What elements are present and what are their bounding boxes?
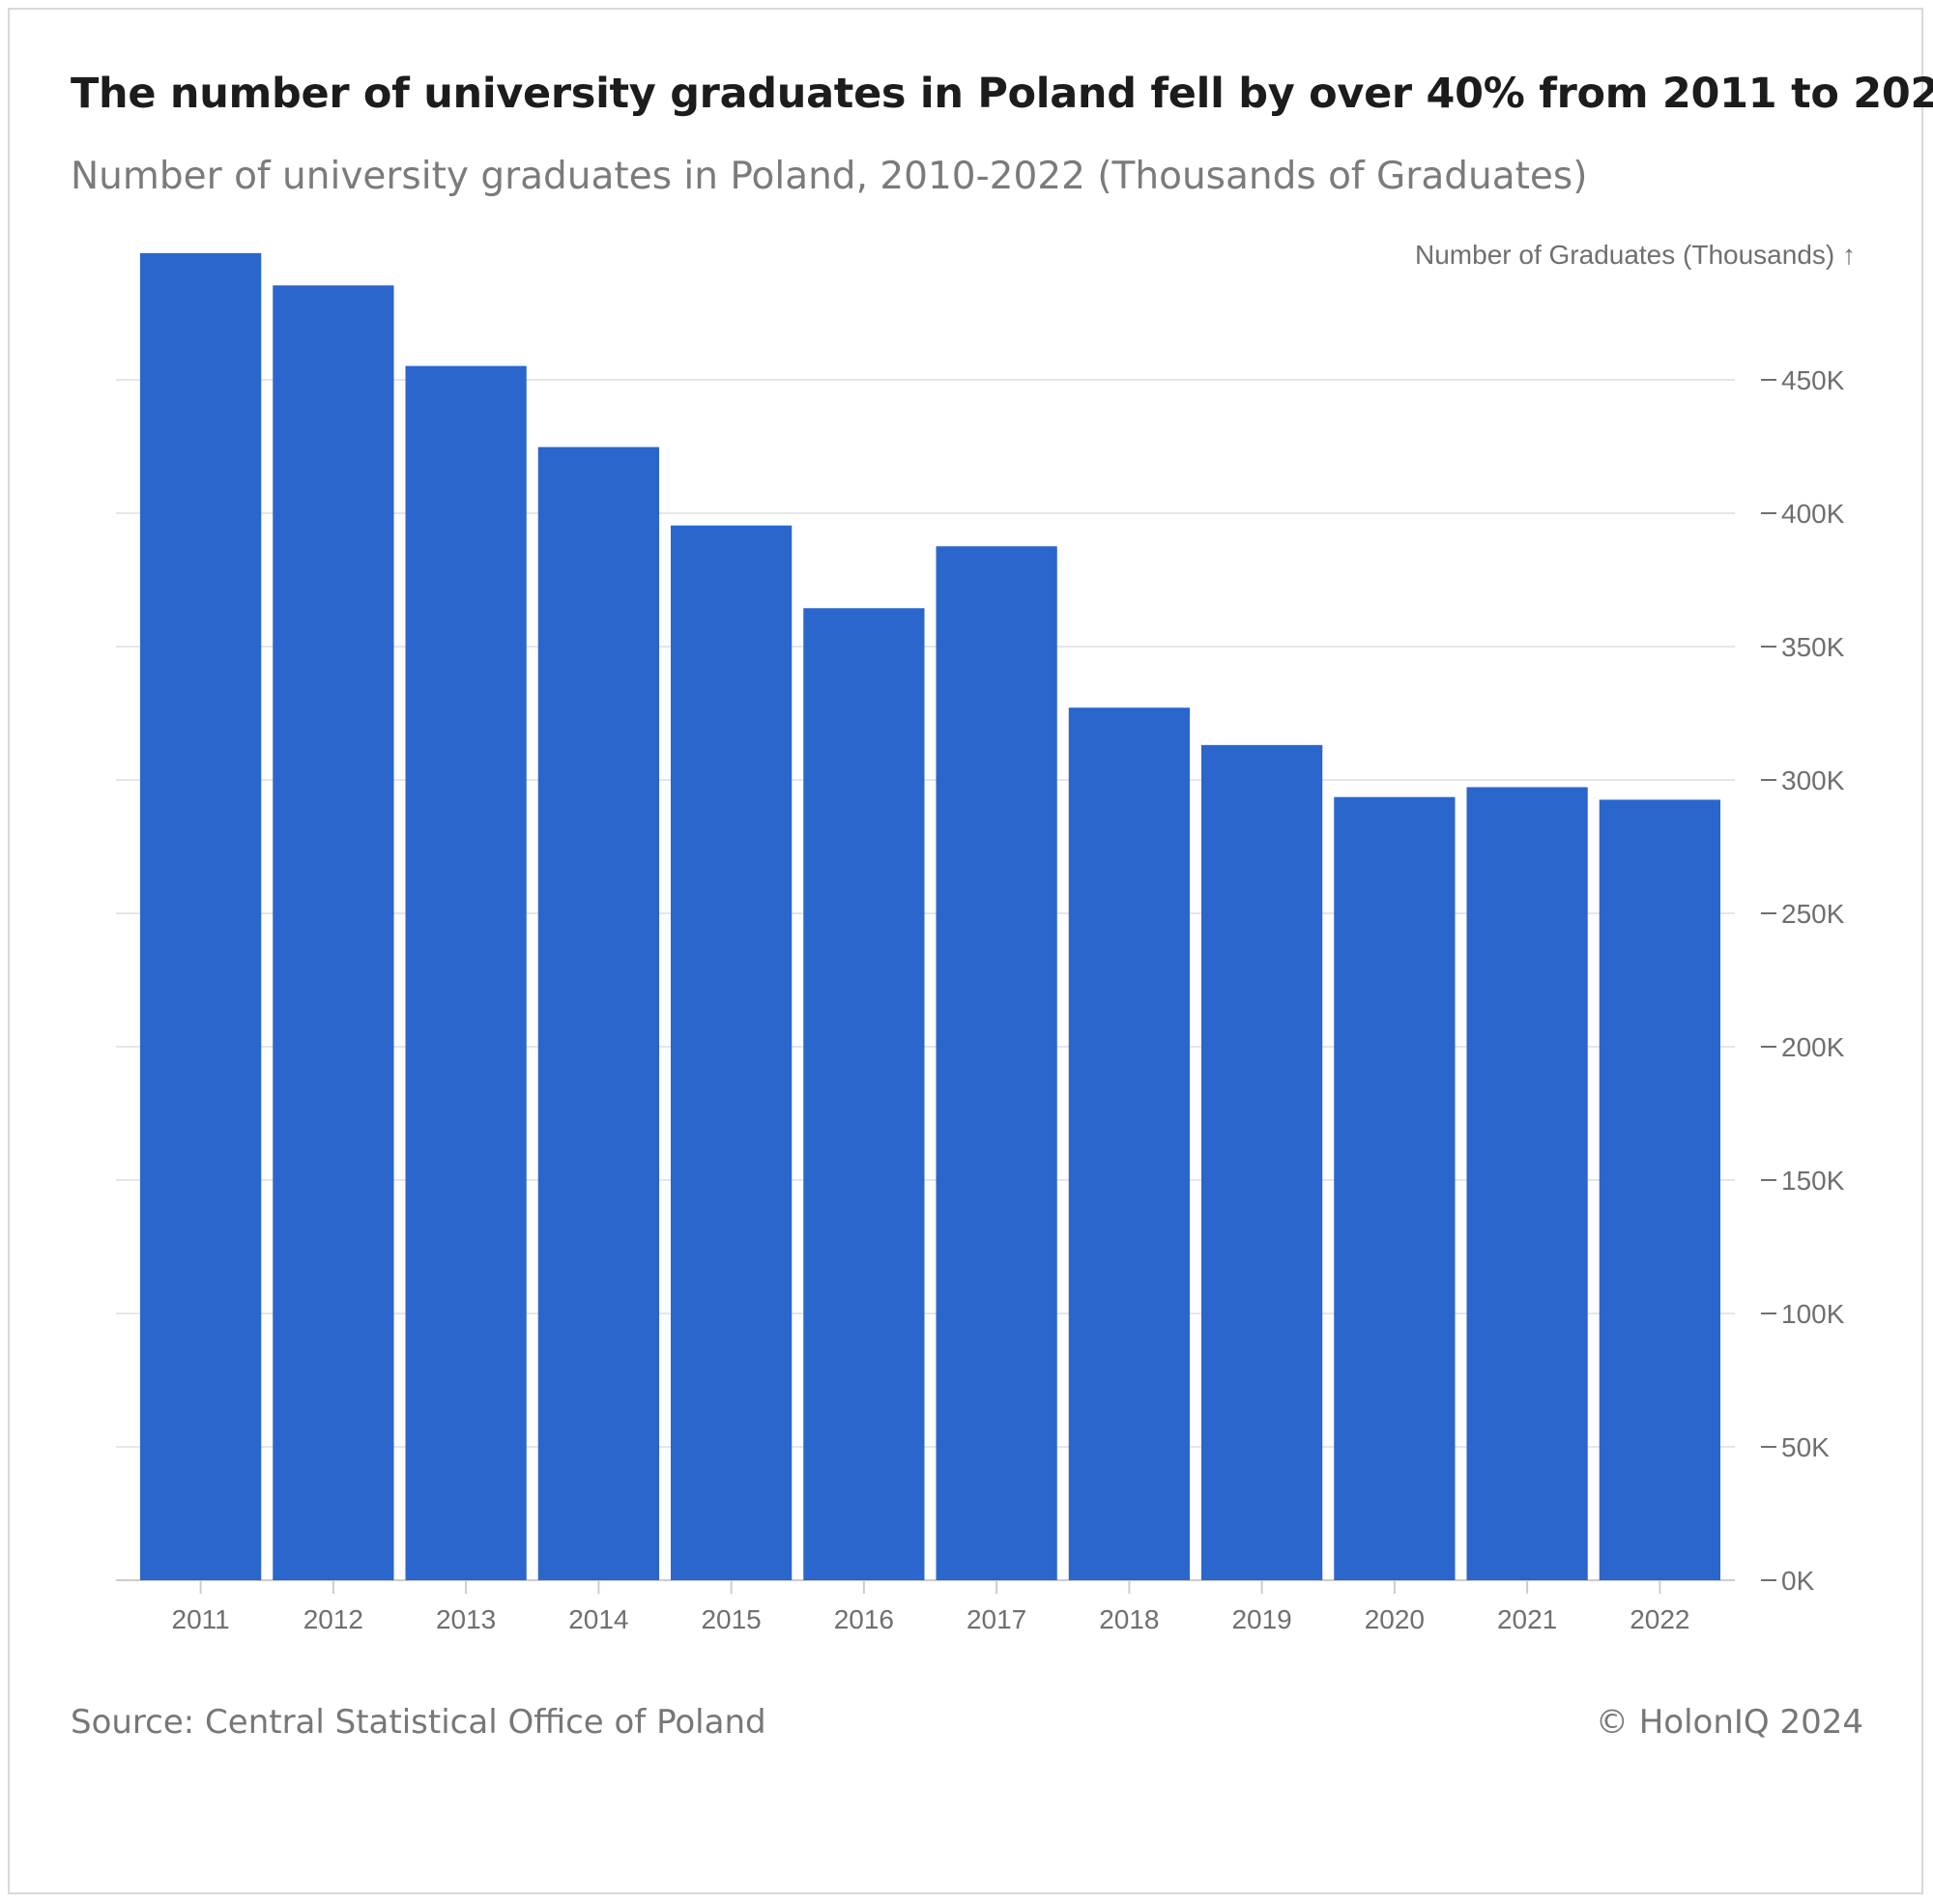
source-note: Source: Central Statistical Office of Po… — [71, 1703, 766, 1742]
y-tick-label: 350K — [1781, 632, 1845, 662]
y-tick-label: 100K — [1781, 1299, 1845, 1329]
chart-title: The number of university graduates in Po… — [71, 70, 1933, 118]
x-tick-label: 2014 — [568, 1604, 628, 1634]
y-tick-label: 400K — [1781, 499, 1845, 529]
bar-2017 — [936, 546, 1057, 1580]
bar-2013 — [405, 365, 527, 1581]
copyright-note: © HolonIQ 2024 — [1595, 1703, 1863, 1742]
x-axis: 2011 2012 2013 2014 2015 2016 2017 2018 2019 2020… — [172, 1580, 1690, 1634]
x-tick-label: 2019 — [1231, 1604, 1291, 1634]
x-tick-label: 2021 — [1497, 1604, 1557, 1634]
x-tick-label: 2013 — [436, 1604, 496, 1634]
bar-2016 — [803, 608, 925, 1580]
x-tick-label: 2011 — [172, 1604, 230, 1634]
x-tick-label: 2017 — [966, 1604, 1026, 1634]
y-tick-label: 0K — [1781, 1566, 1815, 1596]
y-tick-label: 450K — [1781, 365, 1845, 395]
bar-2014 — [537, 447, 659, 1580]
x-tick-label: 2012 — [303, 1604, 363, 1634]
bar-2019 — [1201, 744, 1323, 1580]
x-tick-label: 2016 — [834, 1604, 894, 1634]
bar-2020 — [1334, 796, 1456, 1580]
chart-subtitle: Number of university graduates in Poland… — [71, 155, 1588, 198]
bar-2021 — [1466, 787, 1588, 1580]
bar-2015 — [671, 525, 793, 1580]
y-tick-label: 300K — [1781, 765, 1845, 795]
y-tick-label: 200K — [1781, 1032, 1845, 1062]
x-tick-label: 2020 — [1365, 1604, 1425, 1634]
y-tick-label: 250K — [1781, 899, 1845, 929]
bar-2011 — [140, 252, 262, 1580]
bar-2022 — [1599, 799, 1720, 1580]
y-tick-label: 150K — [1781, 1166, 1845, 1196]
y-axis-title: Number of Graduates (Thousands) ↑ — [1415, 240, 1856, 270]
bar-2018 — [1068, 707, 1190, 1580]
y-tick-label: 50K — [1781, 1432, 1830, 1462]
bar-2012 — [273, 285, 394, 1580]
x-tick-label: 2022 — [1630, 1604, 1689, 1634]
y-axis: 0K 50K 100K 150K 200K 250K 300K 350K 400K 450K — [1761, 365, 1845, 1596]
bars — [140, 252, 1720, 1581]
x-tick-label: 2015 — [701, 1604, 761, 1634]
x-tick-label: 2018 — [1099, 1604, 1159, 1634]
